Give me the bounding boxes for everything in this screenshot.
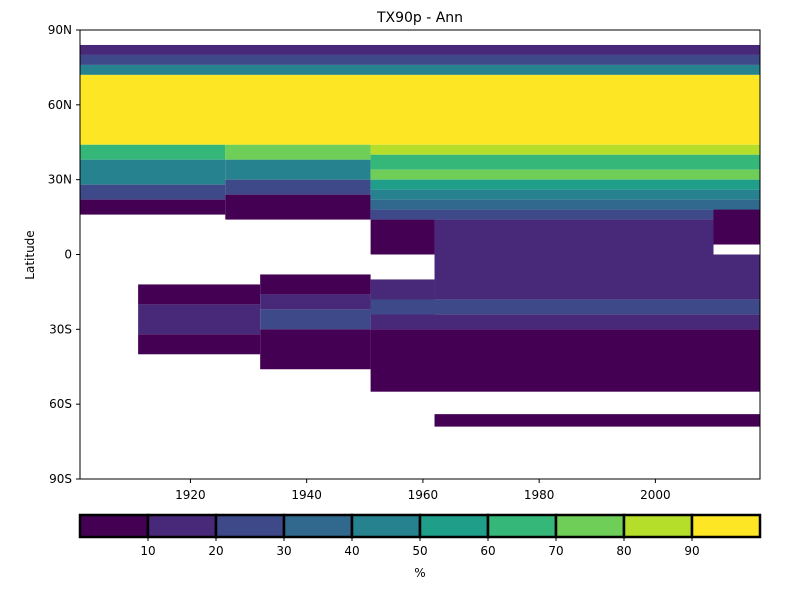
heatmap-cell <box>370 144 760 155</box>
heatmap-cell <box>260 309 371 330</box>
colorbar-tick-label: 10 <box>140 544 155 558</box>
heatmap-cell <box>80 144 226 160</box>
heatmap-cell <box>80 44 760 55</box>
heatmap-cell <box>80 74 760 145</box>
colorbar-tick-label: 30 <box>276 544 291 558</box>
heatmap-cell <box>225 194 371 220</box>
heatmap-cell <box>370 179 760 190</box>
y-tick-label: 30N <box>48 173 72 187</box>
y-tick-label: 90N <box>48 23 72 37</box>
heatmap-cell <box>225 144 371 160</box>
colorbar-swatch <box>282 513 354 539</box>
x-tick-label: 1960 <box>408 488 439 502</box>
colorbar-swatch <box>622 513 694 539</box>
colorbar-swatch <box>146 513 218 539</box>
heatmap-cell <box>370 169 760 180</box>
heatmap-cell <box>713 209 760 245</box>
heatmap-cell <box>370 329 760 392</box>
colorbar-tick-label: 80 <box>616 544 631 558</box>
heatmap-cell <box>260 274 371 295</box>
heatmap-cell <box>138 304 261 335</box>
colorbar-swatch <box>486 513 558 539</box>
x-axis: 1920 1940 1960 1980 2000 <box>175 479 671 502</box>
y-tick-label: 0 <box>64 248 72 262</box>
heatmap-cell <box>80 199 226 215</box>
colorbar-swatch <box>418 513 490 539</box>
heatmap-cell <box>370 199 760 210</box>
colorbar-tick-label: 90 <box>684 544 699 558</box>
y-tick-label: 30S <box>49 322 72 336</box>
x-tick-label: 2000 <box>640 488 671 502</box>
heatmap-cell <box>80 54 760 65</box>
heatmap-cell <box>225 159 371 180</box>
colorbar-swatch <box>690 513 762 539</box>
colorbar-label: % <box>414 566 425 580</box>
colorbar-swatch <box>78 513 150 539</box>
y-axis-label: Latitude <box>23 230 37 279</box>
y-tick-label: 60S <box>49 397 72 411</box>
heatmap-cell <box>434 414 760 427</box>
colorbar-swatch <box>350 513 422 539</box>
heatmap-cell <box>370 154 760 170</box>
chart-title: TX90p - Ann <box>376 10 463 26</box>
heatmap-cell <box>370 219 435 255</box>
heatmap-cell <box>434 254 760 300</box>
colorbar-tick-label: 40 <box>344 544 359 558</box>
x-tick-label: 1940 <box>291 488 322 502</box>
y-tick-label: 60N <box>48 98 72 112</box>
heatmap-cell <box>225 179 371 195</box>
colorbar-tick-label: 60 <box>480 544 495 558</box>
heatmap-cell <box>260 294 371 310</box>
heatmap-cell <box>370 314 760 330</box>
heatmap-cell <box>370 299 760 315</box>
colorbar-tick-label: 70 <box>548 544 563 558</box>
heatmap-cell <box>434 219 714 255</box>
colorbar-swatch <box>214 513 286 539</box>
heatmap-cell <box>370 209 760 220</box>
colorbar-swatch <box>554 513 626 539</box>
heatmap-cell <box>80 184 226 200</box>
colorbar-tick-label: 20 <box>208 544 223 558</box>
heatmap-cell <box>80 159 226 185</box>
heatmap-cell <box>80 64 760 75</box>
y-tick-label: 90S <box>49 472 72 486</box>
heatmap-cell <box>370 189 760 200</box>
x-tick-label: 1920 <box>175 488 206 502</box>
x-tick-label: 1980 <box>524 488 555 502</box>
heatmap-cell <box>138 284 261 305</box>
y-axis: 90N 60N 30N 0 30S 60S 90S <box>48 23 80 486</box>
colorbar: 10 20 30 40 50 60 70 80 90 <box>78 513 762 558</box>
colorbar-tick-label: 50 <box>412 544 427 558</box>
heatmap-cell <box>260 329 371 370</box>
heatmap-cell <box>138 334 261 355</box>
heatmap-cells <box>80 44 760 427</box>
